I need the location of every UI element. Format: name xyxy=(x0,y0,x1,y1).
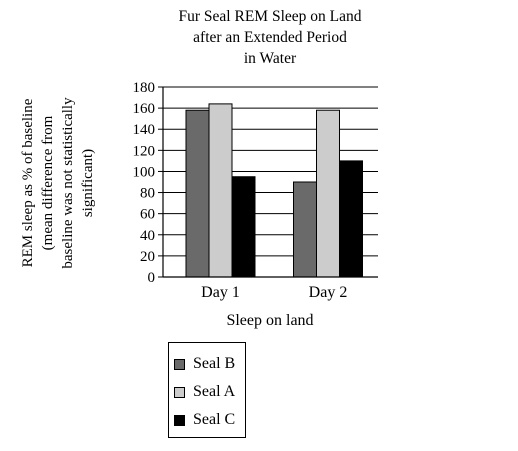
legend-item-seal-b: Seal B xyxy=(169,350,245,378)
legend-item-seal-a: Seal A xyxy=(169,378,245,406)
legend-label-seal-c: Seal C xyxy=(193,411,236,428)
y-tick-label-180: 180 xyxy=(133,80,156,96)
legend-label-seal-a: Seal A xyxy=(193,383,236,400)
bar-seal-a-day-1 xyxy=(208,103,233,278)
chart-title: Fur Seal REM Sleep on Land after an Exte… xyxy=(120,6,420,69)
y-tick-label-20: 20 xyxy=(140,249,155,265)
bar-seal-c-day-2 xyxy=(339,160,363,278)
y-tick-label-120: 120 xyxy=(133,143,156,159)
bar-seal-b-day-1 xyxy=(185,109,210,278)
bar-seal-a-day-2 xyxy=(316,109,340,278)
legend-swatch-seal-a xyxy=(174,386,185,398)
y-tick-label-60: 60 xyxy=(140,207,155,223)
legend-swatch-seal-c xyxy=(174,414,185,426)
bar-seal-c-day-1 xyxy=(231,176,256,278)
y-tick-label-40: 40 xyxy=(140,228,155,244)
bar-seal-b-day-2 xyxy=(293,181,317,278)
x-tick-label-day-2: Day 2 xyxy=(309,284,348,301)
y-tick-label-140: 140 xyxy=(133,122,156,138)
legend-item-seal-c: Seal C xyxy=(169,406,245,434)
y-tick-label-100: 100 xyxy=(133,164,156,180)
legend-label-seal-b: Seal B xyxy=(193,355,236,372)
legend-swatch-seal-b xyxy=(174,358,185,370)
y-tick-label-160: 160 xyxy=(133,101,156,117)
y-tick-label-0: 0 xyxy=(148,270,156,286)
x-tick-label-day-1: Day 1 xyxy=(201,284,240,301)
x-axis-label: Sleep on land xyxy=(226,312,314,329)
chart-title-line-2: after an Extended Period xyxy=(193,29,347,46)
chart-title-line-1: Fur Seal REM Sleep on Land xyxy=(178,8,362,25)
y-tick-label-80: 80 xyxy=(140,186,155,202)
legend: Seal B Seal A Seal C xyxy=(168,342,246,438)
chart-title-line-3: in Water xyxy=(243,50,297,67)
